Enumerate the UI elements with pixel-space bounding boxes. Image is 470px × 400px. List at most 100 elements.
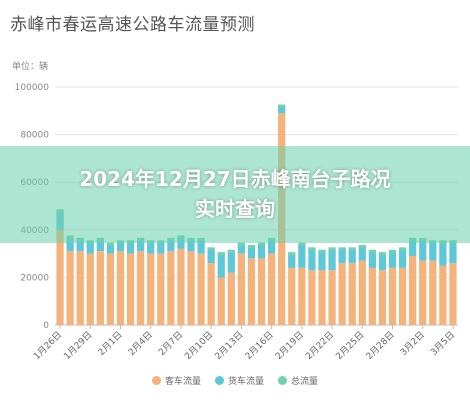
x-tick-label: 2月1日 (96, 329, 125, 358)
total-marker (328, 247, 336, 251)
bar-freight (86, 241, 94, 254)
bar-freight (278, 106, 286, 114)
overlay-headline: 2024年12月27日赤峰南台子路况实时查询 (0, 164, 470, 224)
x-tick-label: 1月26日 (31, 329, 64, 362)
x-tick-label: 3月5日 (428, 329, 457, 358)
bar-passenger (358, 260, 366, 325)
bar-passenger (429, 260, 437, 325)
bar-freight (358, 246, 366, 261)
bar-freight (328, 248, 336, 271)
bar-passenger (308, 270, 316, 325)
legend-item-passenger[interactable]: 客车流量 (151, 374, 201, 387)
bar-freight (318, 251, 326, 271)
bar-freight (237, 244, 246, 254)
bar-passenger (96, 251, 104, 325)
bar-freight (197, 239, 205, 254)
total-marker (298, 242, 306, 246)
total-marker (237, 242, 246, 246)
x-tick-label: 2月16日 (243, 329, 276, 362)
legend-item-freight[interactable]: 货车流量 (214, 374, 264, 387)
total-marker (378, 252, 387, 256)
bar-freight (308, 248, 316, 271)
bar-passenger (257, 258, 266, 325)
total-marker (227, 249, 235, 253)
total-marker (398, 247, 407, 251)
legend-label-total: 总流量 (291, 377, 319, 387)
bar-passenger (197, 253, 205, 325)
x-tick-label: 2月4日 (126, 329, 155, 358)
bar-freight (409, 239, 417, 256)
y-tick-label: 80000 (20, 131, 49, 141)
total-marker (388, 249, 397, 253)
bar-passenger (106, 253, 115, 325)
bar-passenger (388, 267, 397, 325)
bar-passenger (328, 270, 336, 325)
bar-passenger (247, 258, 256, 325)
bar-passenger (449, 263, 457, 325)
bar-freight (378, 253, 387, 271)
bar-passenger (76, 251, 84, 325)
bar-passenger (86, 253, 94, 325)
bar-freight (76, 239, 84, 252)
bar-passenger (267, 253, 276, 325)
bar-freight (267, 239, 276, 254)
bar-passenger (126, 253, 135, 325)
x-tick-label: 3月2日 (398, 329, 427, 358)
bar-passenger (207, 263, 215, 325)
legend-swatch-total (278, 376, 287, 385)
legend-swatch-freight (214, 376, 224, 385)
bar-freight (298, 244, 306, 268)
bar-freight (126, 241, 135, 254)
y-tick-label: 0 (43, 321, 49, 331)
bar-passenger (167, 251, 175, 325)
bar-freight (66, 236, 74, 252)
bar-passenger (217, 277, 225, 325)
bar-passenger (439, 265, 447, 325)
x-tick-label: 2月19日 (273, 329, 306, 362)
y-tick-label: 20000 (20, 273, 49, 283)
bar-passenger (227, 272, 235, 325)
bar-passenger (147, 253, 155, 325)
bar-freight (449, 241, 457, 264)
total-marker (106, 242, 115, 246)
total-marker (217, 252, 225, 256)
bar-passenger (116, 251, 125, 325)
bar-passenger (398, 267, 407, 325)
bar-passenger (177, 248, 185, 325)
legend-label-passenger: 客车流量 (164, 377, 201, 387)
bar-passenger (368, 267, 376, 325)
bar-passenger (378, 270, 387, 325)
bar-freight (137, 239, 145, 252)
bar-freight (247, 246, 256, 259)
x-tick-label: 2月10日 (183, 329, 216, 362)
x-tick-label: 1月29日 (62, 329, 95, 362)
bar-passenger (298, 267, 306, 325)
bar-freight (157, 241, 165, 254)
bar-freight (147, 241, 155, 254)
legend-swatch-passenger (151, 376, 161, 385)
bar-freight (257, 244, 266, 259)
bar-passenger (137, 251, 145, 325)
total-marker (257, 242, 266, 246)
legend-item-total[interactable]: 总流量 (278, 374, 318, 387)
x-tick-label: 2月22日 (304, 329, 337, 362)
bar-freight (419, 239, 427, 261)
y-tick-label: 100000 (15, 83, 50, 93)
bar-freight (429, 241, 437, 261)
x-tick-label: 2月28日 (364, 329, 397, 362)
bar-passenger (318, 270, 326, 325)
total-marker (247, 244, 256, 248)
bar-freight (187, 239, 195, 252)
total-marker (207, 247, 215, 251)
chart-legend[interactable]: 客车流量 货车流量 总流量 (0, 374, 470, 387)
bar-passenger (187, 251, 195, 325)
bar-freight (338, 248, 346, 264)
x-tick-label: 2月7日 (156, 329, 185, 358)
bar-passenger (338, 263, 346, 325)
unit-label: 单位：辆 (12, 62, 49, 72)
legend-label-freight: 货车流量 (227, 377, 264, 387)
bar-freight (116, 241, 125, 252)
bar-freight (398, 248, 407, 268)
bar-freight (439, 241, 447, 266)
total-marker (308, 247, 316, 251)
